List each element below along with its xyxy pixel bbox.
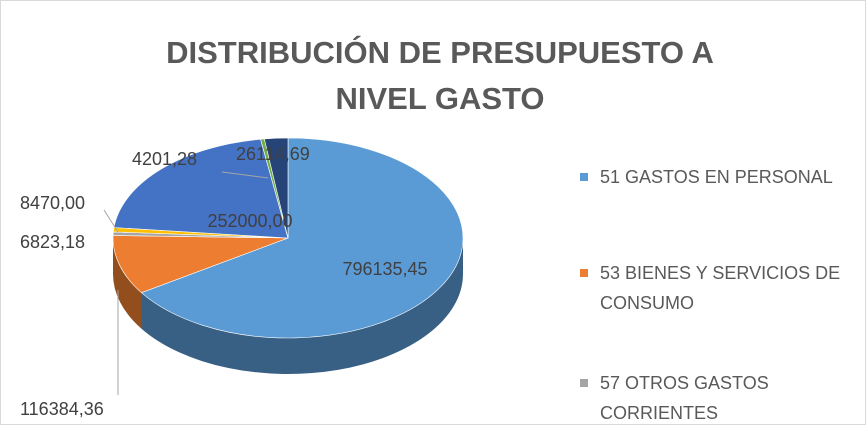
chart-title: DISTRIBUCIÓN DE PRESUPUESTO A NIVEL GAST…	[166, 35, 714, 116]
legend-label: 57 OTROS GASTOS CORRIENTES	[600, 373, 769, 423]
leader-line	[103, 209, 119, 233]
slice	[113, 138, 289, 239]
legend-entry: 51 GASTOS EN PERSONAL	[580, 162, 866, 192]
legend-swatch	[580, 173, 588, 181]
data-label: 4201,28	[132, 149, 197, 169]
legend-entry: 53 BIENES Y SERVICIOS DE CONSUMO	[580, 258, 866, 318]
legend-entry: 57 OTROS GASTOS CORRIENTES	[580, 368, 866, 425]
data-label: 796135,45	[342, 259, 427, 279]
leader-line	[221, 171, 269, 179]
slice-side	[113, 238, 142, 329]
data-label: 116384,36	[20, 399, 104, 419]
legend-label: 53 BIENES Y SERVICIOS DE CONSUMO	[600, 263, 841, 313]
slice	[263, 137, 289, 239]
data-label: 26114,69	[236, 144, 310, 164]
slice-side	[141, 238, 463, 375]
slice	[112, 235, 289, 294]
legend-swatch	[580, 379, 588, 387]
legend-label: 51 GASTOS EN PERSONAL	[600, 167, 833, 187]
slice	[140, 137, 464, 339]
data-label: 252000,00	[207, 211, 292, 231]
legend-swatch	[580, 269, 588, 277]
data-label: 8470,00	[20, 193, 85, 213]
data-label: 6823,18	[20, 232, 85, 252]
